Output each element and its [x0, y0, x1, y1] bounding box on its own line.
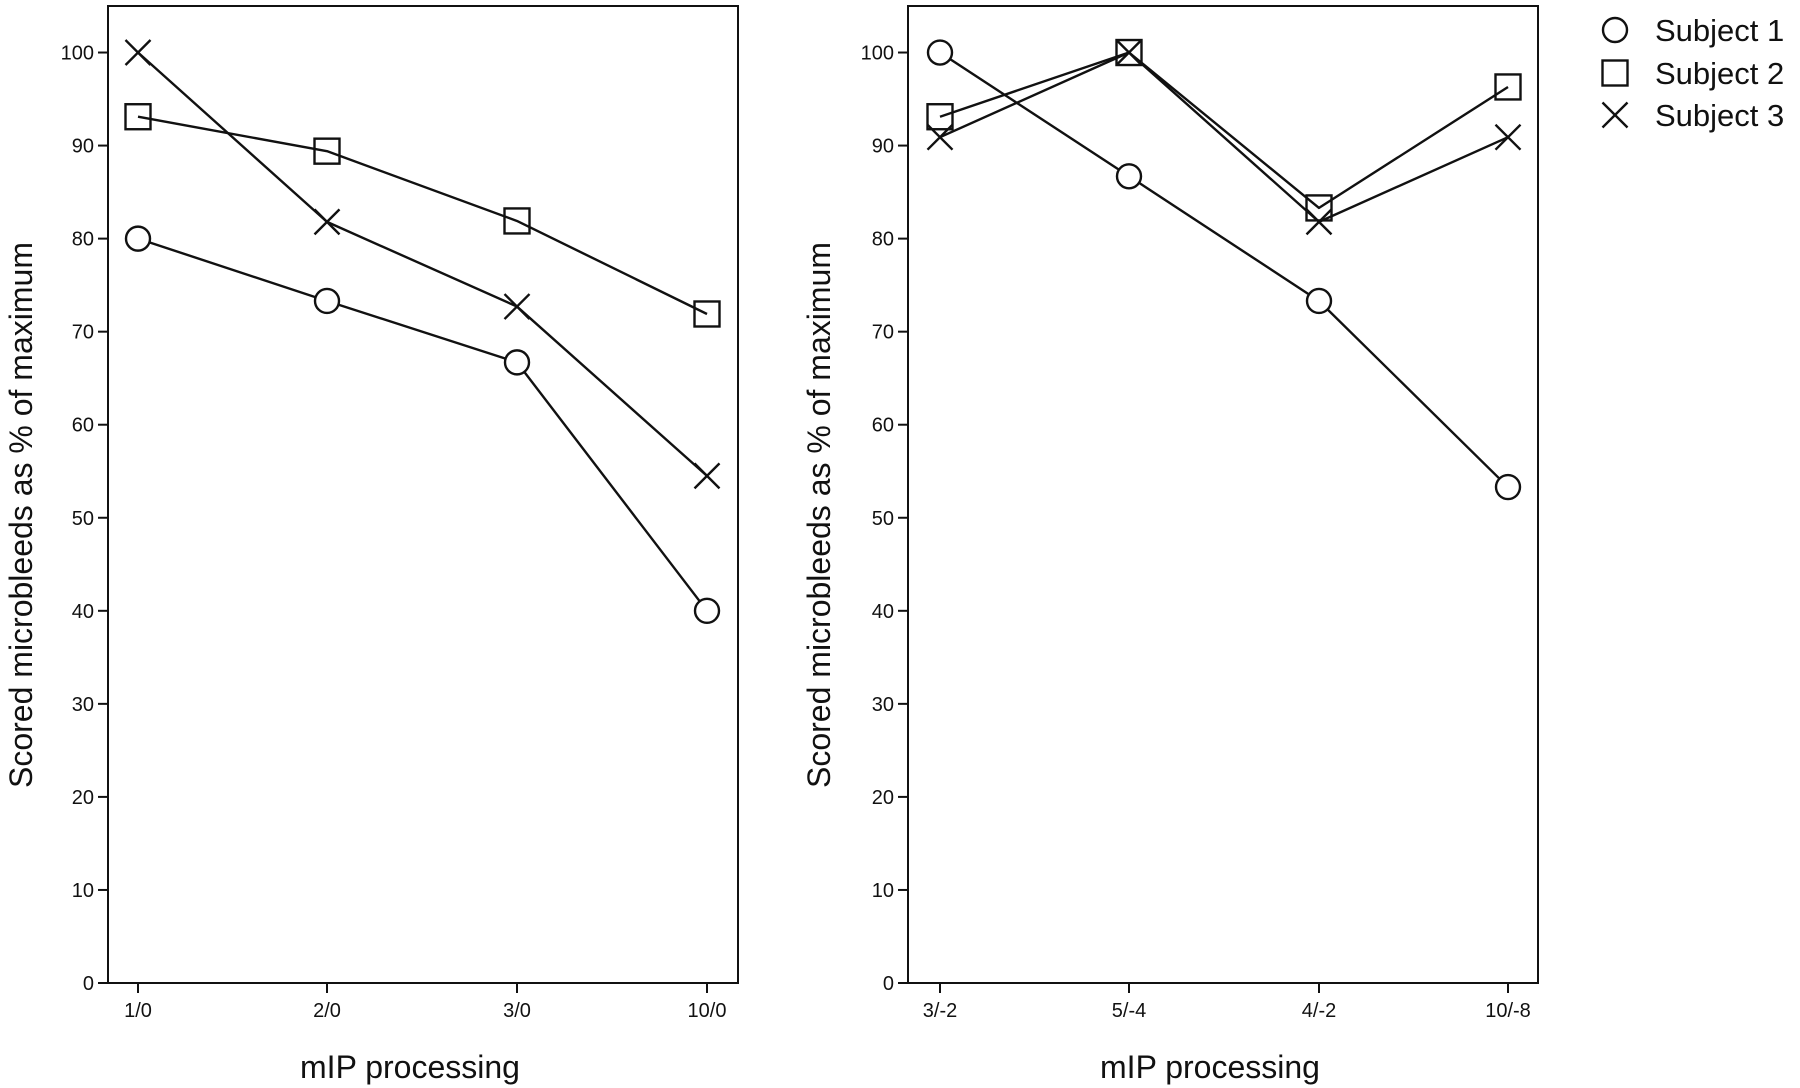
x-tick-label: 10/-8: [1485, 1000, 1531, 1022]
square-marker-subject-2: [926, 103, 954, 131]
x-marker-subject-3: [124, 39, 152, 66]
legend-label-subject-1: Subject 1: [1655, 13, 1784, 48]
y-tick-label: 0: [83, 973, 94, 995]
y-tick-label: 40: [72, 601, 94, 623]
y-tick-label: 30: [872, 694, 894, 716]
x-tick-label: 2/0: [313, 1000, 341, 1022]
x-marker-subject-3: [503, 293, 531, 320]
x-tick-label: 1/0: [124, 1000, 152, 1022]
square-marker-subject-2: [124, 103, 152, 131]
y-tick-label: 50: [872, 508, 894, 530]
circle-marker-subject-1: [1115, 163, 1143, 190]
right-x-axis-title: mIP processing: [1100, 1049, 1320, 1085]
legend-square-marker: [1601, 59, 1629, 87]
plot-frame: [907, 5, 1539, 984]
series-line-subject-2: [939, 51, 1509, 210]
circle-marker-subject-1: [313, 287, 341, 315]
circle-marker-subject-1: [1305, 287, 1333, 315]
left-x-axis-title: mIP processing: [300, 1049, 520, 1085]
left-plot-area: 0 10 20 30 40 50 60 70 80 90 100 1/0 2/0 3/0 10/0: [61, 5, 739, 1022]
legend-label-subject-2: Subject 2: [1655, 56, 1784, 91]
y-tick-label: 30: [72, 694, 94, 716]
y-tick-label: 50: [72, 508, 94, 530]
y-tick-label: 60: [72, 415, 94, 437]
x-tick-label: 10/0: [688, 1000, 727, 1022]
series-line-subject-1: [137, 237, 708, 612]
left-y-axis-title: Scored microbleeds as % of maximum: [3, 242, 39, 788]
x-tick-label: 3/0: [503, 1000, 531, 1022]
circle-marker-subject-1: [124, 225, 152, 252]
square-marker-subject-2: [313, 137, 341, 165]
legend-x-marker: [1601, 101, 1629, 129]
legend-label-subject-3: Subject 3: [1655, 98, 1784, 133]
y-tick-label: 20: [872, 787, 894, 809]
square-marker-subject-2: [693, 300, 721, 328]
circle-marker-subject-1: [503, 349, 531, 376]
series-line-subject-2: [137, 115, 708, 316]
y-tick-label: 100: [61, 43, 94, 65]
x-marker-subject-3: [693, 462, 721, 490]
x-marker-subject-3: [1494, 123, 1522, 151]
y-tick-label: 10: [872, 880, 894, 902]
circle-marker-subject-1: [693, 597, 721, 625]
x-marker-subject-3: [1115, 39, 1143, 66]
circle-marker-subject-1: [926, 39, 954, 66]
square-marker-subject-2: [1115, 38, 1143, 67]
x-marker-subject-3: [926, 123, 954, 151]
square-marker-subject-2: [1494, 73, 1522, 101]
series-line-subject-1: [939, 51, 1509, 488]
legend-markers: [1601, 16, 1629, 129]
left-chart: Scored microbleeds as % of maximum mIP p…: [3, 5, 739, 1085]
y-tick-label: 90: [872, 136, 894, 158]
right-chart: Scored microbleeds as % of maximum mIP p…: [801, 5, 1539, 1085]
x-marker-subject-3: [313, 208, 341, 236]
x-tick-label: 5/-4: [1112, 1000, 1146, 1022]
legend: Subject 1 Subject 2 Subject 3: [1601, 13, 1784, 133]
x-tick-label: 3/-2: [923, 1000, 957, 1022]
right-y-axis-title: Scored microbleeds as % of maximum: [801, 242, 837, 788]
legend-circle-marker: [1601, 16, 1629, 44]
y-tick-label: 0: [883, 973, 894, 995]
y-tick-label: 80: [872, 229, 894, 251]
y-tick-label: 70: [872, 322, 894, 344]
y-tick-label: 90: [72, 136, 94, 158]
y-tick-label: 80: [72, 229, 94, 251]
plot-frame: [107, 5, 739, 984]
y-tick-label: 70: [72, 322, 94, 344]
circle-marker-subject-1: [1494, 473, 1522, 501]
y-tick-label: 10: [72, 880, 94, 902]
x-tick-label: 4/-2: [1302, 1000, 1336, 1022]
x-marker-subject-3: [1305, 208, 1333, 236]
y-tick-label: 60: [872, 415, 894, 437]
series-line-subject-3: [137, 51, 708, 477]
y-tick-label: 40: [872, 601, 894, 623]
y-tick-label: 100: [861, 43, 894, 65]
series-line-subject-3: [939, 51, 1509, 224]
y-tick-label: 20: [72, 787, 94, 809]
square-marker-subject-2: [503, 207, 531, 235]
right-plot-area: 0 10 20 30 40 50 60 70 80 90 100 3/-2 5/-4 4/-2 10/-8: [861, 5, 1539, 1022]
